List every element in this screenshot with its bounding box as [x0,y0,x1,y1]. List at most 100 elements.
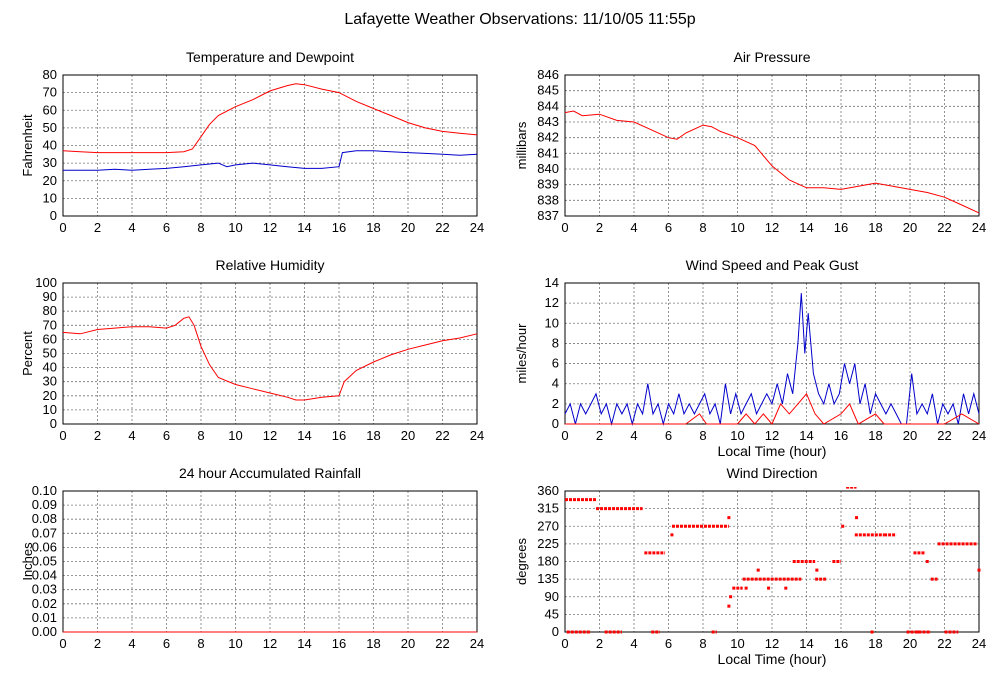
x-tick-label: 20 [401,220,415,235]
y-tick-label: 6 [552,356,559,371]
y-tick-label: 60 [43,102,57,117]
y-tick-label: 837 [537,208,559,223]
y-tick-label: 40 [43,138,57,153]
y-tick-label: 0 [50,208,57,223]
direction-point [744,586,748,590]
series-line-1 [564,293,980,426]
y-tick-label: 14 [545,275,559,290]
y-tick-label: 10 [545,315,559,330]
y-tick-label: 225 [537,536,559,551]
y-tick-label: 80 [43,303,57,318]
x-tick-label: 24 [470,220,484,235]
x-tick-label: 16 [834,220,848,235]
direction-point [841,524,845,528]
series-line-1 [62,316,478,401]
x-tick-label: 8 [197,636,204,651]
y-tick-label: 135 [537,571,559,586]
x-tick-label: 16 [834,636,848,651]
x-tick-label: 4 [128,220,135,235]
direction-point [670,533,674,537]
chart-title: Air Pressure [733,49,810,65]
x-tick-label: 8 [699,636,706,651]
x-tick-label: 4 [128,636,135,651]
x-tick-label: 4 [630,220,637,235]
x-tick-label: 8 [197,428,204,443]
y-tick-label: 10 [43,402,57,417]
x-tick-label: 4 [630,636,637,651]
x-tick-label: 24 [470,428,484,443]
y-tick-label: 70 [43,317,57,332]
plot-frame [564,490,980,633]
y-tick-label: 845 [537,83,559,98]
y-tick-label: 841 [537,145,559,160]
y-tick-label: 0.06 [32,539,57,554]
series-line-2 [565,392,980,425]
y-tick-label: 80 [43,67,57,82]
chart-title: Wind Direction [726,465,817,481]
direction-point [784,586,788,590]
x-tick-label: 10 [228,428,242,443]
y-tick-label: 30 [43,374,57,389]
x-tick-label: 12 [263,636,277,651]
y-tick-label: 0.02 [32,596,57,611]
x-tick-label: 0 [59,220,66,235]
y-tick-label: 838 [537,192,559,207]
x-tick-label: 6 [163,220,170,235]
x-tick-label: 22 [435,636,449,651]
x-tick-label: 0 [561,220,568,235]
y-tick-label: 0.07 [32,525,57,540]
x-tick-label: 18 [366,220,380,235]
y-tick-label: 0.01 [32,610,57,625]
y-tick-label: 8 [552,335,559,350]
x-tick-label: 8 [699,428,706,443]
y-tick-label: 12 [545,295,559,310]
x-tick-label: 6 [665,220,672,235]
x-tick-label: 18 [868,428,882,443]
x-tick-label: 12 [263,428,277,443]
chart-title: Relative Humidity [216,257,325,273]
y-tick-label: 50 [43,120,57,135]
plot-frame [62,74,478,217]
direction-point [815,568,819,572]
x-tick-label: 6 [665,428,672,443]
x-tick-label: 24 [972,428,986,443]
y-tick-label: 0 [552,416,559,431]
y-tick-label: 20 [43,388,57,403]
direction-point [727,604,731,608]
x-tick-label: 18 [868,220,882,235]
y-tick-label: 50 [43,346,57,361]
x-tick-label: 6 [163,636,170,651]
x-tick-label: 18 [366,428,380,443]
y-tick-label: 0 [552,624,559,639]
x-tick-label: 20 [401,428,415,443]
y-tick-label: 0.04 [32,568,57,583]
direction-point [767,586,771,590]
y-tick-label: 839 [537,177,559,192]
x-tick-label: 16 [332,428,346,443]
x-tick-label: 14 [297,428,311,443]
x-tick-label: 14 [799,636,813,651]
y-tick-label: 90 [545,589,559,604]
x-tick-label: 4 [128,428,135,443]
y-tick-label: 0.10 [32,483,57,498]
y-tick-label: 100 [35,275,57,290]
y-axis-label: degrees [514,538,529,585]
y-axis-label: miles/hour [514,323,529,384]
direction-point [855,516,859,520]
y-tick-label: 840 [537,161,559,176]
x-tick-label: 22 [937,220,951,235]
y-tick-label: 0.03 [32,582,57,597]
x-tick-label: 4 [630,428,637,443]
direction-point [917,630,921,634]
y-tick-label: 30 [43,155,57,170]
y-tick-label: 70 [43,85,57,100]
y-tick-label: 40 [43,360,57,375]
x-tick-label: 20 [903,636,917,651]
y-tick-label: 0 [50,416,57,431]
x-tick-label: 8 [197,220,204,235]
y-tick-label: 10 [43,190,57,205]
x-tick-label: 12 [765,636,779,651]
